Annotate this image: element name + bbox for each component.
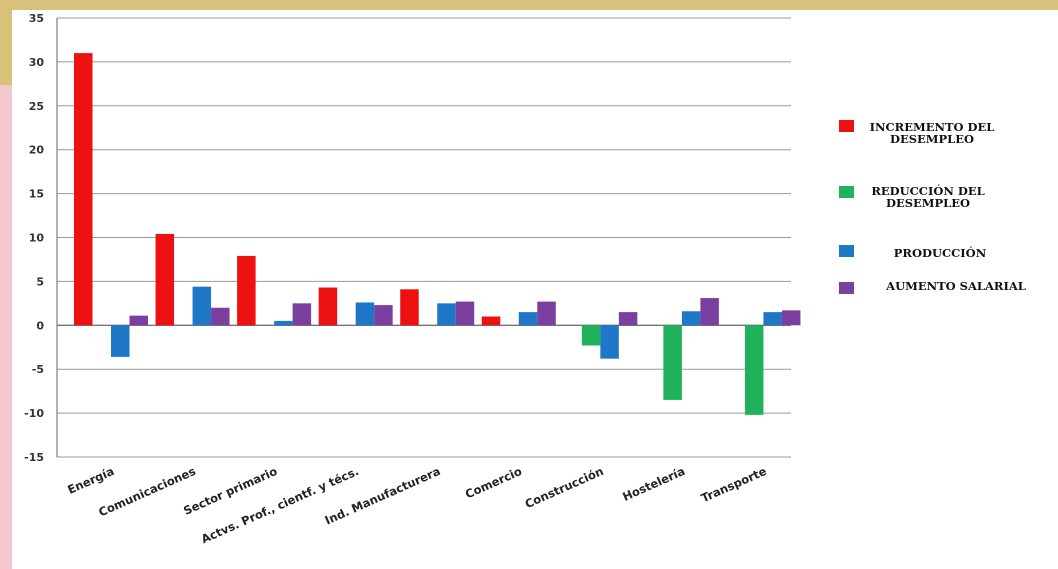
legend-label-line: DESEMPLEO [890,132,974,146]
bar [618,312,638,326]
bar [781,310,801,326]
y-tick-label: 30 [29,56,45,69]
bar [537,301,556,326]
y-tick-label: 0 [36,319,44,332]
x-category-label: Actvs. Prof., cientf. y técs. [199,464,361,546]
x-category-label: Hostelería [620,464,687,504]
bar [681,311,701,326]
legend-label-line: PRODUCCIÓN [894,246,987,260]
legend-swatch [839,282,854,294]
x-category-label: Transporte [699,464,769,505]
bar [518,312,538,326]
legend-label: PRODUCCIÓN [894,246,987,260]
y-tick-labels: 35 30 25 20 15 10 5 0 -5 -10 -15 [24,12,44,464]
bar [274,320,293,326]
bar [129,315,148,326]
x-category-label: Construcción [523,464,606,511]
bar [663,325,682,400]
bar [211,307,230,326]
y-tick-label: -10 [24,407,44,420]
y-tick-label: 10 [29,232,45,245]
bar [237,255,256,326]
legend-label-line: INCREMENTO DEL [870,120,995,134]
legend-swatch [839,120,854,132]
bar [481,316,501,326]
bars [74,53,801,415]
y-tick-label: 35 [29,12,44,25]
x-category-label: Energía [65,464,116,497]
y-tick-label: -5 [32,363,44,376]
bar [155,233,175,326]
bar [292,303,312,326]
bar [600,325,619,359]
top-decorative-band [0,0,1058,10]
bar [437,303,456,326]
legend-label-line: DESEMPLEO [886,196,970,210]
bar [374,305,393,326]
bar [744,325,764,415]
legend-label-line: AUMENTO SALARIAL [885,279,1026,293]
legend-label: REDUCCIÓN DEL DESEMPLEO [871,184,984,210]
bar [700,298,719,326]
bar [355,302,375,326]
bar [74,53,93,326]
bar [192,286,212,326]
x-category-label: Comercio [463,464,524,501]
bar [111,325,130,357]
bar [318,287,338,326]
bar [581,325,601,346]
bar [763,312,782,326]
legend-label: INCREMENTO DEL DESEMPLEO [870,120,995,146]
legend-label-line: REDUCCIÓN DEL [871,184,984,198]
y-tick-label: 20 [29,144,45,157]
left-decorative-band-gold [0,10,12,85]
y-tick-label: -15 [24,451,44,464]
legend-swatch [839,186,854,198]
y-tick-label: 25 [29,100,44,113]
bar [400,289,419,326]
legend-label: AUMENTO SALARIAL [885,279,1026,293]
y-tick-label: 15 [29,188,44,201]
y-tick-label: 5 [36,275,44,288]
left-decorative-band-pink [0,85,12,569]
legend-swatch [839,245,854,257]
bar [455,301,475,326]
